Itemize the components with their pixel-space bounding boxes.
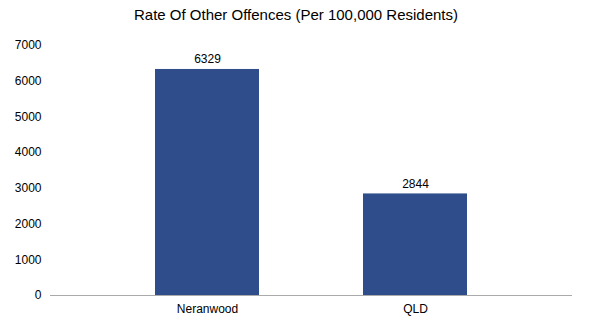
svg-text:7000: 7000 (15, 38, 42, 52)
svg-text:4000: 4000 (15, 145, 42, 159)
svg-text:3000: 3000 (15, 181, 42, 195)
svg-text:2844: 2844 (402, 177, 429, 191)
svg-text:QLD: QLD (403, 302, 428, 316)
svg-text:5000: 5000 (15, 110, 42, 124)
svg-text:Neranwood: Neranwood (177, 302, 238, 316)
svg-text:6329: 6329 (194, 52, 221, 66)
svg-text:0: 0 (35, 288, 42, 302)
svg-text:6000: 6000 (15, 74, 42, 88)
html-text:Rate Of Other Offences (Per 10: Rate Of Other Offences (Per 100,000 Resi… (134, 6, 458, 23)
svg-text:1000: 1000 (15, 253, 42, 267)
svg-text:2000: 2000 (15, 217, 42, 231)
